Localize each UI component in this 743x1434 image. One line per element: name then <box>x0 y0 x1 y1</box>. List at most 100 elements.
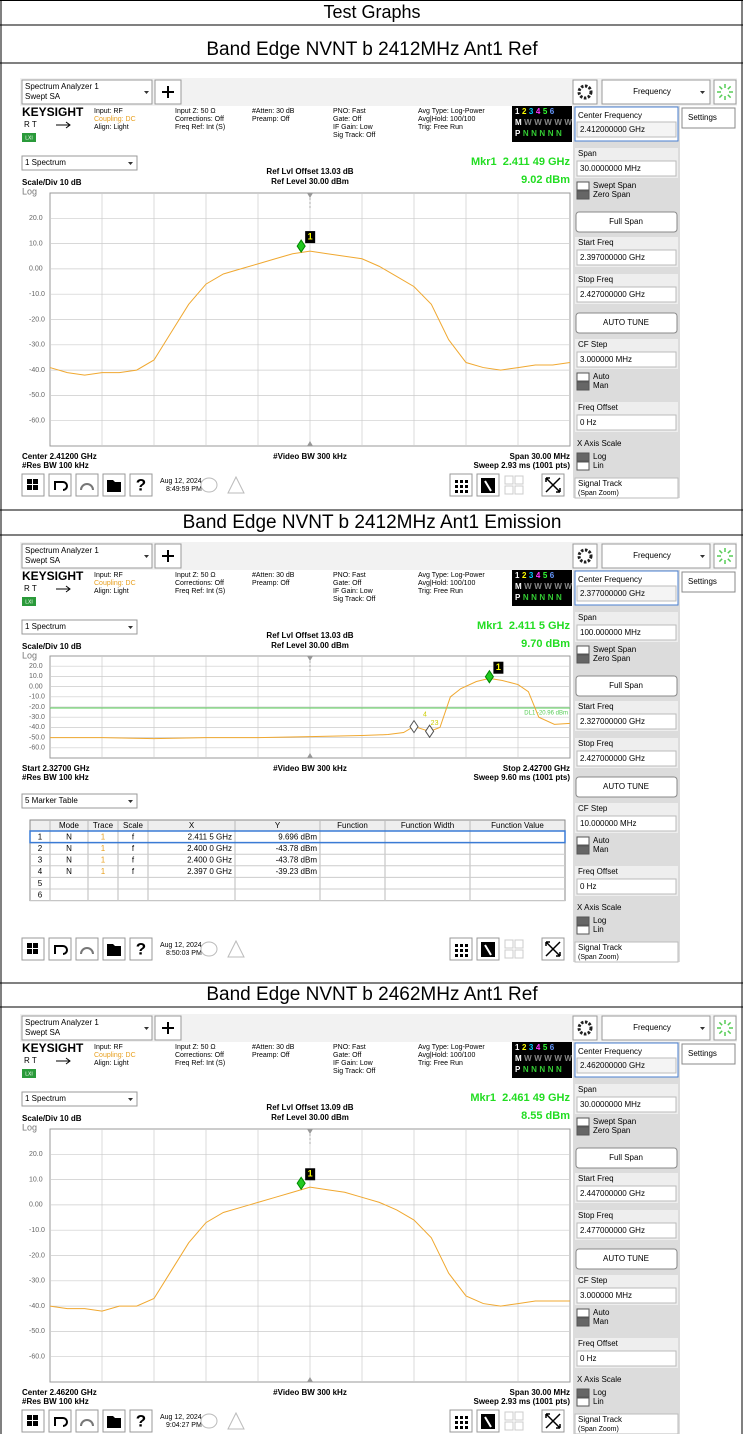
help-button[interactable] <box>129 473 153 497</box>
signal-track-box[interactable] <box>574 941 679 963</box>
table-cell: 1 <box>38 832 43 841</box>
status-text: Trig: Free Run <box>418 1060 463 1067</box>
signal-track-box[interactable] <box>574 477 679 499</box>
settings-button[interactable] <box>681 107 736 129</box>
table-header: Function Value <box>491 821 544 830</box>
field-value: 2.377000000 GHz <box>580 589 645 598</box>
radio-icon[interactable] <box>576 645 590 655</box>
window-button[interactable] <box>504 1411 514 1421</box>
radio-icon[interactable] <box>576 925 590 935</box>
trace-flag-row: 123456 <box>515 107 557 116</box>
panel-button[interactable] <box>575 312 678 334</box>
footer-text: #Res BW 100 kHz <box>22 461 89 470</box>
radio-icon[interactable] <box>576 1317 590 1327</box>
table-dropdown[interactable] <box>21 793 138 809</box>
settings-button[interactable] <box>681 571 736 593</box>
app-dropdown[interactable] <box>21 543 153 569</box>
view-dropdown[interactable] <box>21 1091 138 1107</box>
field-value: 0 Hz <box>580 418 596 427</box>
radio-icon[interactable] <box>576 461 590 471</box>
radio-icon[interactable] <box>576 916 590 926</box>
settings-gear[interactable] <box>572 1015 598 1041</box>
field-value: 30.0000000 MHz <box>580 164 641 173</box>
view-dropdown[interactable] <box>21 619 138 635</box>
radio-icon[interactable] <box>576 1117 590 1127</box>
table-frame <box>29 819 566 902</box>
help-button[interactable] <box>129 1409 153 1433</box>
panel-button[interactable] <box>575 675 678 697</box>
settings-button[interactable] <box>681 1043 736 1065</box>
undo-button[interactable] <box>48 473 72 497</box>
field-value: 0 Hz <box>580 1354 596 1363</box>
dropdown-arrow <box>700 555 705 558</box>
help-button[interactable] <box>129 937 153 961</box>
panel-button[interactable] <box>575 1248 678 1270</box>
marker-level: 9.70 dBm <box>521 638 570 650</box>
app-dropdown[interactable] <box>21 79 153 105</box>
radio-label: Zero Span <box>593 190 630 199</box>
signal-track-box[interactable] <box>574 1413 679 1434</box>
spinner-tick <box>727 1030 732 1035</box>
add-button[interactable] <box>154 543 182 569</box>
undo-button[interactable] <box>48 1409 72 1433</box>
radio-label: Lin <box>593 1397 604 1406</box>
table-header: Y <box>275 821 281 830</box>
field-value-box <box>576 121 677 138</box>
field-value-box <box>576 1185 677 1202</box>
panel-button[interactable] <box>575 211 678 233</box>
radio-icon[interactable] <box>576 190 590 200</box>
windows-icon <box>27 943 38 954</box>
marker-level: 8.55 dBm <box>521 1110 570 1122</box>
radio-icon[interactable] <box>576 1388 590 1398</box>
radio-icon[interactable] <box>576 381 590 391</box>
radio-icon[interactable] <box>576 845 590 855</box>
radio-icon[interactable] <box>576 372 590 382</box>
spinner-tick <box>718 85 723 90</box>
field-value: 2.397000000 GHz <box>580 253 645 262</box>
dropdown-arrow <box>700 91 705 94</box>
radio-icon[interactable] <box>576 836 590 846</box>
panel-button[interactable] <box>575 776 678 798</box>
radio-icon[interactable] <box>576 1397 590 1407</box>
radio-icon[interactable] <box>576 181 590 191</box>
view-dropdown[interactable] <box>21 155 138 171</box>
settings-gear[interactable] <box>572 543 598 569</box>
radio-label: Log <box>593 452 606 461</box>
help-icon: ? <box>136 475 146 494</box>
radio-icon[interactable] <box>576 452 590 462</box>
footer-text: Span 30.00 MHz <box>510 452 570 461</box>
windows-icon <box>27 1415 38 1426</box>
radio-icon[interactable] <box>576 1126 590 1136</box>
undo-button[interactable] <box>48 937 72 961</box>
window-button[interactable] <box>504 939 514 949</box>
section-caption: Band Edge NVNT b 2412MHz Ant1 Emission <box>183 512 562 533</box>
window-button[interactable] <box>504 475 514 485</box>
settings-label: Settings <box>688 113 717 122</box>
status-text: Preamp: Off <box>252 116 290 123</box>
menu-dropdown[interactable] <box>601 79 711 105</box>
input-arrow <box>56 121 71 129</box>
status-text: Avg Type: Log-Power <box>418 108 485 115</box>
trace-flag-row: MWWWWW <box>515 118 574 127</box>
field-value-box <box>576 585 677 602</box>
menu-dropdown[interactable] <box>601 543 711 569</box>
field-label: (Span Zoom) <box>578 490 619 497</box>
status-text: Avg Type: Log-Power <box>418 572 485 579</box>
y-tick-label: -60.0 <box>29 418 45 425</box>
table-cell: N <box>66 844 72 853</box>
table-cell: f <box>132 832 135 841</box>
field-value: 3.000000 MHz <box>580 355 632 364</box>
app-dropdown[interactable] <box>21 1015 153 1041</box>
redo-icon <box>80 1419 94 1427</box>
table-cell: N <box>66 832 72 841</box>
panel-button[interactable] <box>575 1147 678 1169</box>
radio-icon[interactable] <box>576 1308 590 1318</box>
settings-gear[interactable] <box>572 79 598 105</box>
center-mark <box>307 1129 313 1134</box>
menu-dropdown[interactable] <box>601 1015 711 1041</box>
field-value: 3.000000 MHz <box>580 1291 632 1300</box>
undo-icon <box>54 481 68 491</box>
window-button <box>514 949 524 959</box>
radio-icon[interactable] <box>576 654 590 664</box>
field-label: Stop Freq <box>578 739 613 748</box>
